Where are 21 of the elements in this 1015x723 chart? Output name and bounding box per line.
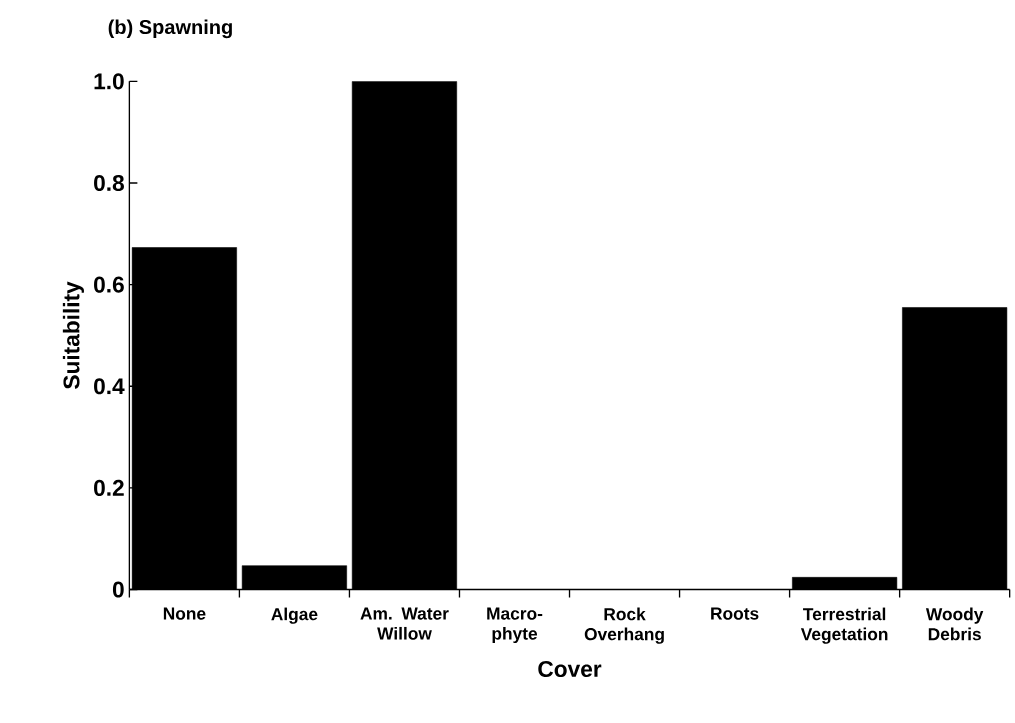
bar: [241, 565, 347, 590]
bar: [902, 307, 1008, 590]
x-tick-label: Roots: [711, 607, 759, 620]
y-tick-label: 0: [112, 581, 124, 598]
y-tick-label: 0.2: [94, 479, 124, 496]
y-tick-label: 1.0: [94, 73, 124, 90]
x-tick-label: Woody Debris: [925, 607, 984, 641]
y-tick-label: 0.4: [94, 378, 125, 395]
bar: [351, 81, 457, 590]
x-tick-label: Rock Overhang: [584, 607, 664, 644]
chart-title: (b) Spawning: [108, 19, 232, 39]
y-axis-title: Suitability: [62, 281, 84, 390]
x-axis-title: Cover: [538, 661, 602, 678]
x-tick-label: Algae: [271, 607, 318, 624]
y-tick-label: 0.6: [94, 276, 124, 293]
bar: [792, 577, 898, 590]
x-tick-label: Terrestrial Vegetation: [800, 607, 888, 644]
x-tick-label: Am. Water Willow: [360, 607, 449, 640]
x-tick-label: Macro-phyte: [487, 607, 543, 644]
y-tick-label: 0.8: [94, 175, 124, 192]
x-tick-label: None: [163, 607, 206, 620]
